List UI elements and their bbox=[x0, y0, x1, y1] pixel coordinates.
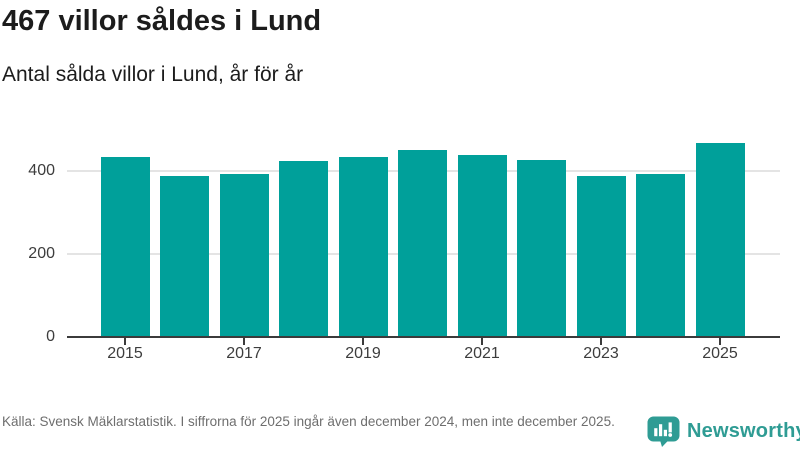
x-tick-2023 bbox=[600, 338, 602, 345]
bar-2016 bbox=[160, 175, 209, 337]
x-tick-2025 bbox=[719, 338, 721, 345]
y-tick-label-0: 0 bbox=[46, 328, 55, 345]
x-tick-label-2019: 2019 bbox=[345, 345, 381, 362]
bar-2020 bbox=[398, 150, 447, 337]
x-tick-label-2021: 2021 bbox=[464, 345, 500, 362]
x-tick-2019 bbox=[362, 338, 364, 345]
x-tick-label-2015: 2015 bbox=[107, 345, 143, 362]
y-tick-label-200: 200 bbox=[28, 245, 55, 262]
newsworthy-wordmark: Newsworthy bbox=[687, 420, 800, 442]
bar-2022 bbox=[517, 160, 566, 337]
x-tick-2021 bbox=[481, 338, 483, 345]
x-tick-2017 bbox=[243, 338, 245, 345]
bar-2023 bbox=[576, 175, 626, 337]
bar-2017 bbox=[219, 174, 269, 337]
bar-2025 bbox=[695, 143, 745, 337]
bar-2019 bbox=[338, 156, 388, 337]
x-tick-label-2025: 2025 bbox=[702, 345, 738, 362]
x-tick-label-2017: 2017 bbox=[226, 345, 262, 362]
bar-2015 bbox=[100, 156, 150, 337]
x-axis-line bbox=[67, 336, 780, 338]
x-tick-label-2023: 2023 bbox=[583, 345, 619, 362]
source-note: Källa: Svensk Mäklarstatistik. I siffror… bbox=[2, 414, 615, 429]
bar-2018 bbox=[279, 160, 328, 337]
bar-2021 bbox=[457, 154, 507, 337]
y-tick-label-400: 400 bbox=[28, 162, 55, 179]
bar-2024 bbox=[636, 174, 685, 337]
page-subtitle: Antal sålda villor i Lund, år för år bbox=[2, 63, 304, 86]
newsworthy-bubble-chart-icon bbox=[647, 416, 680, 447]
x-tick-2015 bbox=[124, 338, 126, 345]
newsworthy-logo: Newsworthy bbox=[647, 416, 800, 447]
page-title: 467 villor såldes i Lund bbox=[2, 5, 322, 37]
